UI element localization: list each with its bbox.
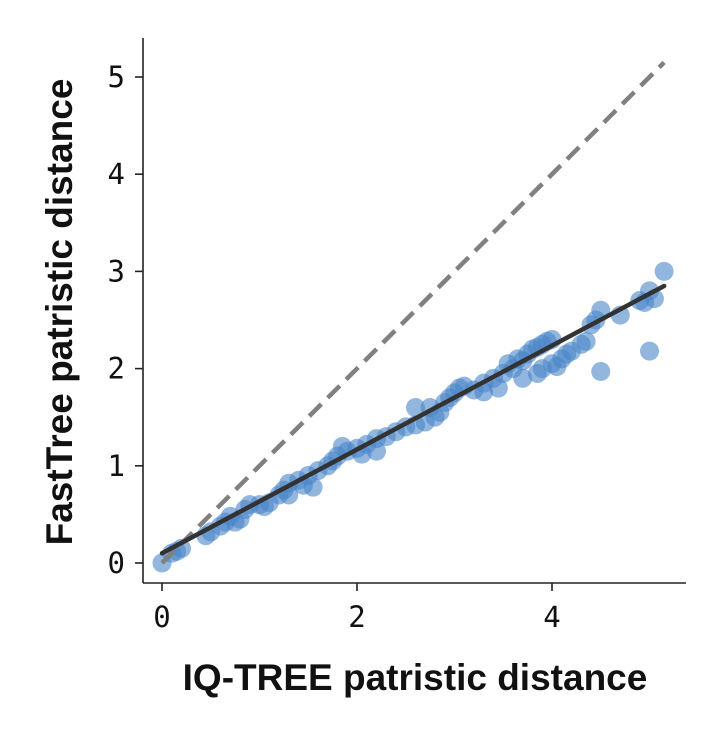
x-tick-label: 2 [348,600,365,634]
data-point [406,397,425,417]
y-ticks: 0 1 2 3 4 5 [108,60,143,580]
data-point [591,362,611,382]
x-ticks: 0 2 4 [153,583,561,634]
y-tick-label: 1 [108,449,125,483]
y-axis-label: FastTree patristic distance [39,79,80,546]
identity-line [160,60,666,565]
y-tick-label: 4 [108,157,125,191]
data-point [640,341,659,361]
data-point [532,359,552,379]
data-point [654,261,674,281]
data-point [303,477,323,497]
y-tick-label: 2 [108,352,125,386]
y-tick-label: 3 [108,254,125,288]
x-axis-label: IQ-TREE patristic distance [183,657,648,698]
x-tick-label: 4 [543,600,560,634]
data-point [547,357,567,377]
data-point [488,378,508,398]
y-tick-label: 5 [108,60,125,94]
data-point [367,441,386,461]
fit-line [159,283,667,556]
x-tick-label: 0 [153,600,170,634]
data-point [513,368,533,388]
data-point [474,382,494,402]
data-point [562,341,581,361]
y-tick-label: 0 [108,546,125,580]
data-point [576,331,596,351]
